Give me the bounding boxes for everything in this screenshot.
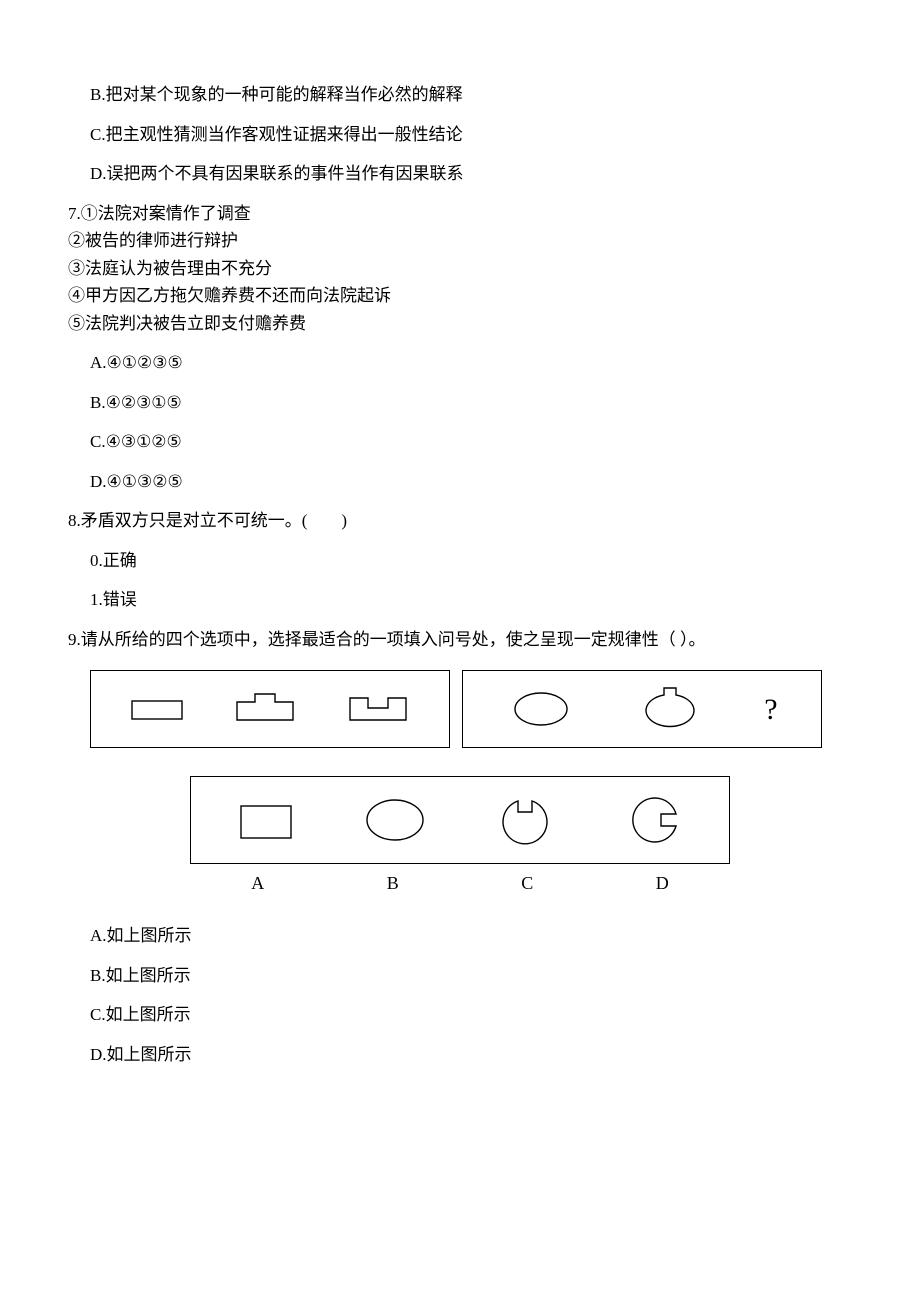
label-d: D: [656, 870, 669, 897]
shape-rect-icon: [122, 689, 192, 729]
question-mark-icon: ?: [764, 687, 777, 732]
q9-panel-right: ?: [462, 670, 822, 748]
answer-d-icon: [609, 790, 699, 850]
q7-stem: 7.①法院对案情作了调查: [68, 201, 852, 227]
shape-ellipse-bump-icon: [635, 684, 705, 734]
option-text: A.④①②③⑤: [90, 353, 183, 372]
option-text: A.如上图所示: [90, 926, 192, 945]
q7-option-a[interactable]: A.④①②③⑤: [90, 350, 852, 376]
q7-option-d[interactable]: D.④①③②⑤: [90, 469, 852, 495]
q9-option-d[interactable]: D.如上图所示: [90, 1042, 852, 1068]
q9-option-b[interactable]: B.如上图所示: [90, 963, 852, 989]
option-text: D.误把两个不具有因果联系的事件当作有因果联系: [90, 164, 464, 183]
label-b: B: [387, 870, 399, 897]
q9-answer-labels: A B C D: [190, 870, 730, 897]
option-text: C.如上图所示: [90, 1005, 191, 1024]
label-a: A: [251, 870, 264, 897]
q7-line-5: ⑤法院判决被告立即支付赡养费: [68, 311, 852, 337]
q9-panel-left: [90, 670, 450, 748]
label-c: C: [521, 870, 533, 897]
option-text: 1.错误: [90, 590, 137, 609]
answer-a-icon: [221, 790, 311, 850]
option-text: C.④③①②⑤: [90, 432, 182, 451]
q9-answer-panel: [190, 776, 730, 864]
q8-option-1[interactable]: 1.错误: [90, 587, 852, 613]
q8-stem: 8.矛盾双方只是对立不可统一。( ): [68, 508, 852, 534]
option-text: 0.正确: [90, 551, 137, 570]
q7-option-b[interactable]: B.④②③①⑤: [90, 390, 852, 416]
q9-stem: 9.请从所给的四个选项中，选择最适合的一项填入问号处，使之呈现一定规律性（ ）。: [68, 627, 852, 653]
q8-option-0[interactable]: 0.正确: [90, 548, 852, 574]
shape-rect-bump-icon: [225, 686, 305, 732]
option-text: B.把对某个现象的一种可能的解释当作必然的解释: [90, 85, 463, 104]
q6-option-c[interactable]: C.把主观性猜测当作客观性证据来得出一般性结论: [90, 122, 852, 148]
q9-answer-panel-wrap: [68, 776, 852, 864]
option-text: D.如上图所示: [90, 1045, 192, 1064]
q7-option-c[interactable]: C.④③①②⑤: [90, 429, 852, 455]
q9-option-c[interactable]: C.如上图所示: [90, 1002, 852, 1028]
q7-line-2: ②被告的律师进行辩护: [68, 228, 852, 254]
shape-ellipse-icon: [506, 686, 576, 732]
q9-option-a[interactable]: A.如上图所示: [90, 923, 852, 949]
answer-c-icon: [480, 790, 570, 850]
shape-rect-notch-icon: [338, 686, 418, 732]
q9-figure-row: ?: [90, 670, 852, 748]
q6-option-b[interactable]: B.把对某个现象的一种可能的解释当作必然的解释: [90, 82, 852, 108]
option-text: D.④①③②⑤: [90, 472, 183, 491]
option-text: B.如上图所示: [90, 966, 191, 985]
answer-b-icon: [350, 790, 440, 850]
option-text: B.④②③①⑤: [90, 393, 182, 412]
q6-option-d[interactable]: D.误把两个不具有因果联系的事件当作有因果联系: [90, 161, 852, 187]
q7-line-3: ③法庭认为被告理由不充分: [68, 256, 852, 282]
option-text: C.把主观性猜测当作客观性证据来得出一般性结论: [90, 125, 463, 144]
q7-line-4: ④甲方因乙方拖欠赡养费不还而向法院起诉: [68, 283, 852, 309]
